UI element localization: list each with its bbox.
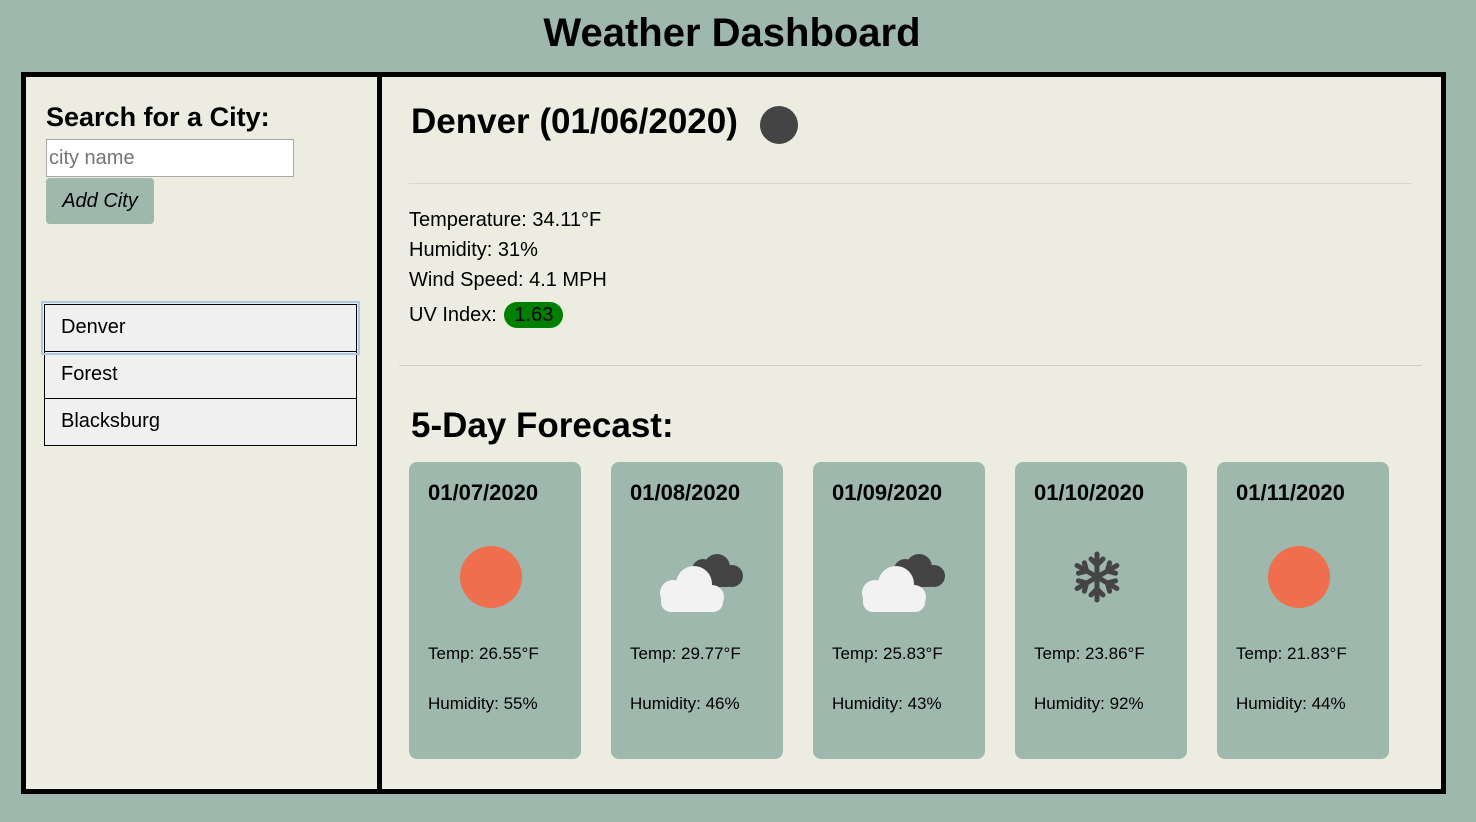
- forecast-humidity: Humidity: 44%: [1236, 694, 1346, 713]
- clouds-icon: [660, 554, 743, 612]
- forecast-temp: Temp: 26.55°F: [428, 644, 539, 663]
- city-search-input[interactable]: [46, 139, 294, 177]
- divider: [409, 183, 1412, 184]
- forecast-card: 01/09/2020 Temp: 25.83°F Humidity: 43%: [813, 462, 985, 759]
- dashboard-frame: Search for a City: Add City Denver Fores…: [21, 72, 1446, 794]
- city-history-list: Denver Forest Blacksburg: [41, 301, 360, 446]
- current-humidity: Humidity: 31%: [409, 239, 538, 261]
- forecast-date: 01/09/2020: [832, 480, 943, 505]
- page-title: Weather Dashboard: [543, 11, 921, 55]
- forecast-humidity: Humidity: 55%: [428, 694, 538, 713]
- forecast-humidity: Humidity: 46%: [630, 694, 740, 713]
- add-city-button[interactable]: Add City: [46, 178, 154, 224]
- forecast-card: 01/11/2020 Temp: 21.83°F Humidity: 44%: [1217, 462, 1389, 759]
- main-panel: Denver (01/06/2020) Temperature: 34.11°F…: [382, 77, 1441, 789]
- forecast-date: 01/10/2020: [1034, 480, 1145, 505]
- forecast-date: 01/07/2020: [428, 480, 539, 505]
- city-item-blacksburg[interactable]: Blacksburg: [44, 399, 357, 446]
- divider: [399, 365, 1422, 366]
- forecast-temp: Temp: 21.83°F: [1236, 644, 1347, 663]
- current-wind-speed: Wind Speed: 4.1 MPH: [409, 269, 607, 291]
- moon-night-icon: [760, 106, 798, 144]
- sun-icon: [460, 546, 522, 608]
- forecast-title: 5-Day Forecast:: [411, 406, 674, 445]
- forecast-card: 01/07/2020 Temp: 26.55°F Humidity: 55%: [409, 462, 581, 759]
- uv-index-badge: 1.63: [504, 302, 564, 328]
- clouds-icon: [862, 554, 945, 612]
- forecast-date: 01/11/2020: [1236, 480, 1345, 505]
- current-city-title: Denver (01/06/2020): [411, 102, 738, 141]
- sidebar: Search for a City: Add City Denver Fores…: [26, 77, 382, 789]
- forecast-temp: Temp: 25.83°F: [832, 644, 943, 663]
- uv-label: UV Index:: [409, 304, 497, 326]
- forecast-temp: Temp: 29.77°F: [630, 644, 741, 663]
- search-label: Search for a City:: [46, 102, 270, 132]
- city-item-denver[interactable]: Denver: [41, 301, 360, 355]
- current-uv-row: UV Index: 1.63: [409, 302, 564, 328]
- snowflake-icon: [1074, 551, 1120, 603]
- forecast-date: 01/08/2020: [630, 480, 741, 505]
- forecast-card: 01/08/2020 Temp: 29.77°F Humidity: 46%: [611, 462, 783, 759]
- forecast-temp: Temp: 23.86°F: [1034, 644, 1145, 663]
- forecast-humidity: Humidity: 43%: [832, 694, 942, 713]
- current-temperature: Temperature: 34.11°F: [409, 209, 602, 231]
- forecast-card: 01/10/2020: [1015, 462, 1187, 759]
- sun-icon: [1268, 546, 1330, 608]
- city-item-forest[interactable]: Forest: [44, 352, 357, 399]
- forecast-humidity: Humidity: 92%: [1034, 694, 1144, 713]
